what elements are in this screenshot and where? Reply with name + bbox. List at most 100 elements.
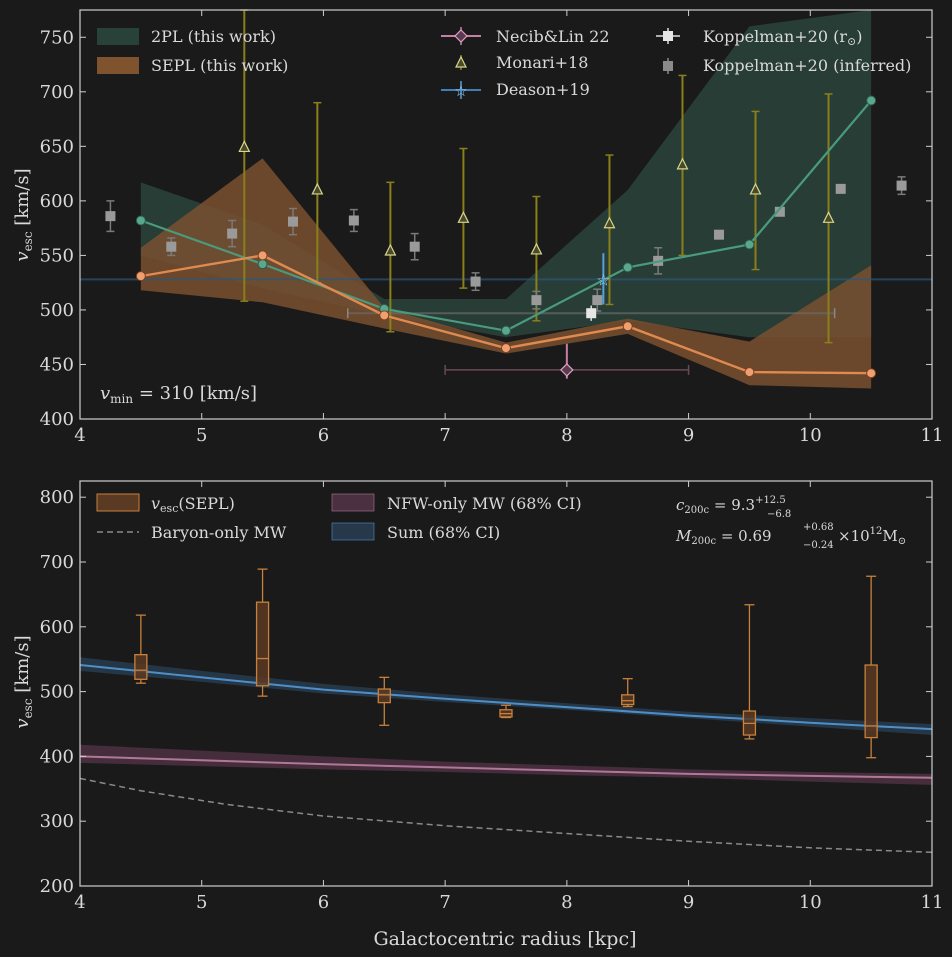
legend-sepl-box-swatch <box>96 493 140 512</box>
koppelman-inferred-points <box>105 176 907 312</box>
legend-koppel-inferred-label: Koppelman+20 (inferred) <box>703 56 911 75</box>
x-tick-label: 11 <box>921 425 944 446</box>
legend-monari-label: Monari+18 <box>496 53 588 72</box>
twopl-point <box>622 262 633 273</box>
c200-param-lower: −6.8 <box>767 509 791 520</box>
bottom-panel: 4 5 6 7 8 9 10 11 200 300 400 500 600 700 800 vesc(SEP… <box>12 480 944 950</box>
box-iqr <box>621 694 635 706</box>
y-tick-label: 400 <box>40 746 74 767</box>
x-axis-label: Galactocentric radius [kpc] <box>373 928 636 950</box>
sepl-boxplots <box>134 568 878 759</box>
y-tick-label: 700 <box>40 552 74 573</box>
y-tick-label: 500 <box>40 682 74 703</box>
box-iqr <box>134 654 148 680</box>
monari-points <box>238 9 835 344</box>
y-tick-label: 500 <box>40 300 74 321</box>
bottom-axes: 4 5 6 7 8 9 10 11 200 300 400 500 600 700 800 <box>40 480 944 913</box>
top-axes: 4 5 6 7 8 9 10 11 400 450 500 550 600 650 700 750 <box>40 9 944 446</box>
monari-point <box>749 182 762 195</box>
vmin-annotation: vmin = 310 [km/s] <box>100 383 257 406</box>
legend-nfw-label: NFW-only MW (68% CI) <box>387 494 582 513</box>
x-tick-label: 4 <box>74 892 85 913</box>
x-tick-label: 8 <box>561 425 572 446</box>
sepl-point <box>622 321 633 332</box>
y-tick-label: 700 <box>40 82 74 103</box>
m200-param-upper: +0.68 <box>803 522 834 533</box>
top-legend: 2PL (this work) SEPL (this work) Necib&L… <box>97 27 911 100</box>
x-tick-label: 6 <box>318 425 329 446</box>
sepl-point <box>257 250 268 261</box>
x-tick-label: 5 <box>196 892 207 913</box>
x-tick-label: 10 <box>799 425 822 446</box>
monari-point <box>384 243 397 256</box>
monari-point <box>530 242 543 255</box>
legend-koppel-inferred-marker <box>663 58 673 74</box>
twopl-point <box>501 325 511 336</box>
sepl-confidence-band <box>140 158 872 389</box>
top-y-axis-label: vesc [km/s] <box>12 168 35 261</box>
model-lines <box>135 95 877 379</box>
koppelman-inferred-point <box>714 229 724 240</box>
koppelman-inferred-point <box>409 241 420 252</box>
model-curves <box>79 664 933 854</box>
twopl-point <box>744 239 755 250</box>
y-tick-label: 550 <box>40 245 74 266</box>
koppelman-inferred-point <box>531 295 542 306</box>
y-tick-label: 750 <box>40 27 74 48</box>
deason-point: ☆ <box>596 270 610 289</box>
x-tick-label: 5 <box>196 425 207 446</box>
legend-twopl-swatch <box>97 28 139 45</box>
sepl-point <box>744 367 755 378</box>
y-tick-label: 800 <box>40 487 74 508</box>
baryon-curve <box>79 777 933 854</box>
x-tick-label: 11 <box>921 892 944 913</box>
koppelman-inferred-point <box>896 180 907 191</box>
legend-nfw-swatch <box>331 493 375 512</box>
axes-frame <box>79 9 933 420</box>
y-tick-label: 600 <box>40 191 74 212</box>
observation-points: ☆ <box>444 253 690 379</box>
y-tick-label: 300 <box>40 811 74 832</box>
x-tick-label: 4 <box>74 425 85 446</box>
x-tick-label: 10 <box>799 892 822 913</box>
sepl-point <box>501 343 511 354</box>
svg-text:☆: ☆ <box>454 82 467 100</box>
m200-param-lower: −0.24 <box>803 540 834 551</box>
legend-deason-marker: ☆ <box>441 81 481 100</box>
legend-twopl-label: 2PL (this work) <box>151 27 276 46</box>
legend-koppel-sun-marker <box>656 28 680 44</box>
x-tick-label: 6 <box>318 892 329 913</box>
y-tick-label: 600 <box>40 617 74 638</box>
monari-point <box>676 157 689 170</box>
legend-baryon-label: Baryon-only MW <box>151 523 287 542</box>
sepl-point <box>379 310 390 321</box>
legend-deason-label: Deason+19 <box>496 80 590 99</box>
sepl-point <box>135 271 146 282</box>
legend-sepl-label: SEPL (this work) <box>151 56 288 75</box>
legend-sepl-swatch <box>97 57 139 74</box>
monari-point <box>457 210 470 223</box>
koppelman-inferred-point <box>166 241 177 252</box>
top-panel: ☆ 4 5 6 7 8 9 10 11 400 450 500 550 600 650 700 750 2PL… <box>12 9 944 446</box>
x-tick-label: 9 <box>683 425 694 446</box>
x-tick-label: 9 <box>683 892 694 913</box>
y-tick-label: 200 <box>40 876 74 897</box>
koppelman-sun-point <box>586 308 597 319</box>
koppelman-inferred-point <box>288 216 298 227</box>
x-tick-label: 7 <box>439 892 450 913</box>
bottom-y-axis-label: vesc [km/s] <box>12 635 35 728</box>
x-tick-label: 8 <box>561 892 572 913</box>
koppelman-inferred-point <box>835 183 846 194</box>
bottom-legend: vesc(SEPL) Baryon-only MW NFW-only MW (6… <box>96 493 582 542</box>
koppelman-inferred-point <box>470 276 481 287</box>
necib-point <box>560 363 574 377</box>
halo-parameters: c200c = 9.3+12.5 −6.8 M200c = 0.69 +0.68… <box>675 495 906 551</box>
y-tick-label: 400 <box>40 409 74 430</box>
axes-frame <box>79 480 933 887</box>
sepl-point <box>866 368 877 379</box>
koppelman-inferred-point <box>774 206 785 217</box>
monari-point <box>238 140 251 153</box>
monari-point <box>603 216 616 229</box>
legend-koppel-sun-label: Koppelman+20 (r⊙) <box>703 27 862 48</box>
